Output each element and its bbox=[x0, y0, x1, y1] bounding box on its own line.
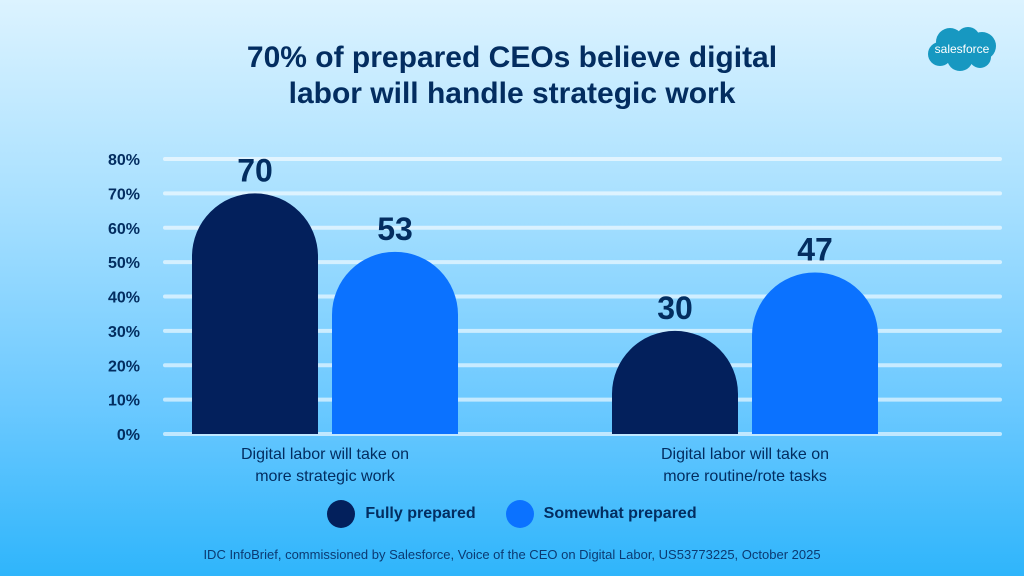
x-category-label: Digital labor will take on bbox=[661, 446, 829, 463]
y-tick-label: 60% bbox=[108, 221, 140, 238]
x-category-label: more routine/rote tasks bbox=[663, 468, 827, 485]
bar-somewhat-1 bbox=[752, 272, 878, 434]
y-tick-label: 10% bbox=[108, 393, 140, 410]
y-tick-label: 70% bbox=[108, 186, 140, 203]
source-note: IDC InfoBrief, commissioned by Salesforc… bbox=[203, 547, 821, 562]
y-tick-label: 50% bbox=[108, 255, 140, 272]
y-tick-label: 30% bbox=[108, 324, 140, 341]
y-tick-label: 80% bbox=[108, 152, 140, 169]
legend-label: Somewhat prepared bbox=[543, 505, 697, 522]
y-tick-label: 0% bbox=[117, 427, 140, 444]
legend: Fully prepared Somewhat prepared bbox=[0, 500, 1024, 528]
legend-item-fully: Fully prepared bbox=[327, 500, 476, 528]
svg-text:salesforce: salesforce bbox=[935, 42, 990, 56]
bar-fully-1 bbox=[612, 330, 738, 434]
data-label: 70 bbox=[237, 152, 273, 188]
legend-swatch-fully bbox=[327, 500, 356, 528]
x-category-label: Digital labor will take on bbox=[241, 446, 409, 463]
data-label: 47 bbox=[797, 231, 833, 267]
legend-item-somewhat: Somewhat prepared bbox=[505, 500, 697, 528]
chart-title: 70% of prepared CEOs believe digital lab… bbox=[0, 40, 1024, 112]
legend-label: Fully prepared bbox=[365, 505, 476, 522]
bar-somewhat-0 bbox=[332, 251, 458, 434]
title-line-2: labor will handle strategic work bbox=[288, 77, 736, 110]
legend-swatch-somewhat bbox=[505, 500, 534, 528]
data-label: 53 bbox=[377, 211, 413, 247]
title-line-1: 70% of prepared CEOs believe digital bbox=[246, 41, 778, 74]
bar-fully-0 bbox=[192, 193, 318, 434]
data-label: 30 bbox=[657, 290, 693, 326]
y-tick-label: 40% bbox=[108, 290, 140, 307]
x-category-label: more strategic work bbox=[255, 468, 396, 485]
y-tick-label: 20% bbox=[108, 358, 140, 375]
salesforce-logo: salesforce bbox=[928, 27, 996, 71]
